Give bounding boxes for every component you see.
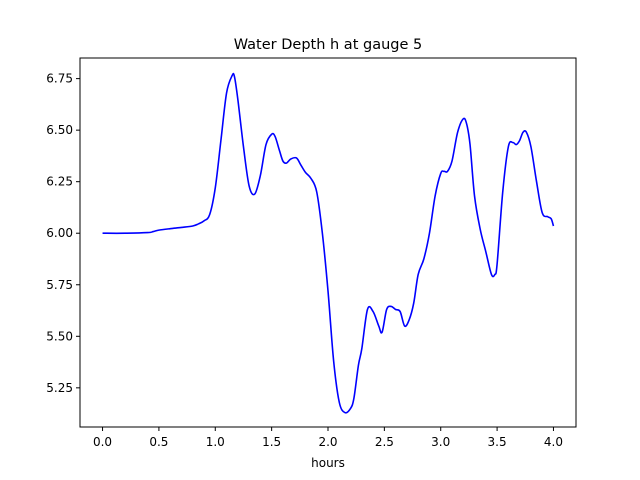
chart-title: Water Depth h at gauge 5 — [234, 37, 422, 53]
x-axis-ticks: 0.0 0.5 1.0 1.5 2.0 2.5 3.0 3.5 4.0 — [93, 427, 563, 449]
x-tick-label: 2.0 — [318, 435, 337, 449]
x-tick-label: 4.0 — [544, 435, 563, 449]
x-tick-label: 1.0 — [206, 435, 225, 449]
plot-area — [102, 72, 555, 414]
y-tick-label: 6.50 — [46, 123, 73, 137]
x-tick-label: 2.5 — [375, 435, 394, 449]
plot-frame — [79, 57, 577, 428]
series-line-0 — [102, 72, 555, 414]
x-tick-label: 1.5 — [262, 435, 281, 449]
y-tick-label: 5.25 — [46, 381, 73, 395]
y-tick-label: 6.00 — [46, 226, 73, 240]
x-tick-label: 0.0 — [93, 435, 112, 449]
x-axis-label: hours — [311, 456, 345, 470]
y-tick-label: 6.75 — [46, 72, 73, 86]
y-axis-ticks: 5.25 5.50 5.75 6.00 6.25 6.50 6.75 — [46, 72, 80, 395]
y-tick-label: 6.25 — [46, 175, 73, 189]
x-tick-label: 3.5 — [488, 435, 507, 449]
y-tick-label: 5.75 — [46, 278, 73, 292]
x-tick-label: 0.5 — [149, 435, 168, 449]
y-tick-label: 5.50 — [46, 329, 73, 343]
x-tick-label: 3.0 — [431, 435, 450, 449]
